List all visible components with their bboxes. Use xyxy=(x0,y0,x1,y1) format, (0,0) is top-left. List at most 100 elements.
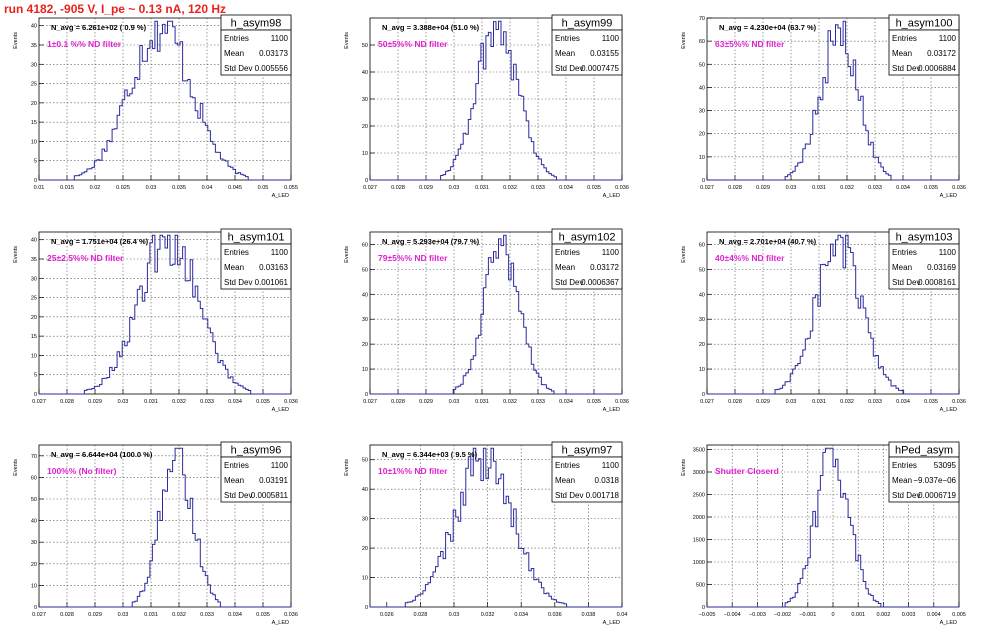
stats-label: Entries xyxy=(555,248,580,257)
y-tick-label: 70 xyxy=(699,16,705,22)
x-tick-label: 0.031 xyxy=(812,399,826,405)
y-axis-label: Events xyxy=(13,32,19,49)
navg-label: N_avg = 1.751e+04 (26.4 %) xyxy=(51,237,149,246)
x-tick-label: 0.028 xyxy=(728,185,742,191)
filter-annotation: 10±1%% ND filter xyxy=(378,466,448,476)
x-axis-label: A_LED xyxy=(940,407,957,413)
plot-frame xyxy=(38,231,292,395)
stats-label: Std Dev xyxy=(892,64,920,73)
y-tick-label: 10 xyxy=(362,576,368,582)
stats-label: Std Dev xyxy=(224,491,252,500)
x-tick-label: 0 xyxy=(831,612,834,618)
y-tick-label: 20 xyxy=(699,132,705,138)
y-tick-label: 0 xyxy=(365,605,368,611)
x-tick-label: 0.03 xyxy=(786,399,797,405)
filter-annotation: 79±5%% ND filter xyxy=(378,253,448,263)
x-tick-label: 0.033 xyxy=(200,612,214,618)
x-tick-label: 0.031 xyxy=(144,399,158,405)
stats-label: Std Dev xyxy=(224,64,252,73)
histogram-line xyxy=(707,447,959,608)
x-axis-label: A_LED xyxy=(940,620,957,625)
y-tick-label: 40 xyxy=(699,292,705,298)
stats-label: Std Dev xyxy=(555,491,583,500)
stats-value: 1100 xyxy=(602,34,620,43)
plot-frame xyxy=(369,231,623,395)
y-tick-label: 25 xyxy=(31,296,37,302)
x-tick-label: 0.031 xyxy=(812,185,826,191)
x-tick-label: 0.035 xyxy=(256,612,270,618)
stats-value: 0.03155 xyxy=(590,49,619,58)
y-tick-label: 5 xyxy=(34,373,37,379)
x-tick-label: 0.035 xyxy=(587,185,601,191)
page-title: run 4182, -905 V, I_pe ~ 0.13 nA, 120 Hz xyxy=(4,2,227,16)
histogram-panel-h_asym103: 0.027 0.028 0.029 0.03 0.031 0.032 0.033 0.034 0… xyxy=(681,228,966,413)
stats-label: Std Dev xyxy=(892,278,920,287)
x-tick-label: 0.031 xyxy=(475,399,489,405)
y-axis-label: Events xyxy=(344,32,350,49)
y-axis-label: Events xyxy=(681,459,687,476)
stats-label: Entries xyxy=(892,34,917,43)
stats-value: 0.0006367 xyxy=(581,278,619,287)
y-tick-label: 15 xyxy=(31,334,37,340)
y-tick-label: 60 xyxy=(699,39,705,45)
y-tick-label: 0 xyxy=(34,392,37,398)
y-axis-label: Events xyxy=(681,246,687,263)
x-tick-label: 0.03 xyxy=(449,185,460,191)
stats-label: Mean xyxy=(224,263,244,272)
x-tick-label: 0.031 xyxy=(475,185,489,191)
x-tick-label: 0.005 xyxy=(952,612,966,618)
y-tick-label: 10 xyxy=(31,583,37,589)
x-tick-label: 0.036 xyxy=(548,612,562,618)
x-tick-label: 0.032 xyxy=(503,185,517,191)
y-tick-label: 50 xyxy=(362,267,368,273)
stats-label: Mean xyxy=(892,49,912,58)
x-tick-label: 0.028 xyxy=(414,612,428,618)
stats-label: Mean xyxy=(892,476,912,485)
x-tick-label: 0.034 xyxy=(559,185,573,191)
stats-value: 0.005556 xyxy=(255,64,289,73)
stats-label: Entries xyxy=(555,34,580,43)
y-tick-label: 0 xyxy=(365,178,368,184)
x-tick-label: 0.028 xyxy=(391,399,405,405)
navg-label: N_avg = 4.230e+04 (63.7 %) xyxy=(719,23,817,32)
y-axis-label: Events xyxy=(344,459,350,476)
filter-annotation: 40±4%% ND filter xyxy=(715,253,785,263)
x-tick-label: 0.032 xyxy=(840,185,854,191)
stats-value: 0.0005811 xyxy=(251,491,289,500)
stats-value: 1100 xyxy=(939,248,957,257)
stats-box xyxy=(220,29,292,76)
y-tick-label: 40 xyxy=(362,292,368,298)
y-tick-label: 30 xyxy=(31,540,37,546)
x-tick-label: 0.034 xyxy=(514,612,528,618)
y-tick-label: 10 xyxy=(699,367,705,373)
x-tick-label: 0.033 xyxy=(868,185,882,191)
y-axis-label: Events xyxy=(13,459,19,476)
y-tick-label: 40 xyxy=(699,85,705,91)
x-tick-label: 0.055 xyxy=(284,185,298,191)
y-tick-label: 30 xyxy=(699,317,705,323)
stats-label: Std Dev xyxy=(892,491,920,500)
y-tick-label: 40 xyxy=(31,24,37,30)
x-tick-label: 0.03 xyxy=(118,399,129,405)
histogram-panel-h_asym99: 0.027 0.028 0.029 0.03 0.031 0.032 0.033 0.034 0… xyxy=(344,14,629,199)
x-tick-label: 0.05 xyxy=(258,185,269,191)
stats-value: 0.03169 xyxy=(927,263,956,272)
x-axis-label: A_LED xyxy=(603,407,620,413)
stats-label: Entries xyxy=(892,461,917,470)
x-tick-label: 0.027 xyxy=(32,399,46,405)
histogram-name: h_asym98 xyxy=(231,18,282,30)
y-tick-label: 0 xyxy=(702,178,705,184)
histogram-line xyxy=(39,234,291,395)
filter-annotation: 1±0.1 %% ND filter xyxy=(47,39,122,49)
stats-label: Mean xyxy=(224,49,244,58)
x-tick-label: 0.029 xyxy=(756,185,770,191)
x-tick-label: 0.036 xyxy=(284,612,298,618)
x-axis-label: A_LED xyxy=(940,193,957,199)
stats-value: 1100 xyxy=(602,248,620,257)
x-tick-label: 0.001 xyxy=(851,612,865,618)
stats-value: 0.0006884 xyxy=(918,64,956,73)
histogram-panel-h_asym97: 0.026 0.028 0.03 0.032 0.034 0.036 0.038 0.04 0 1… xyxy=(344,441,627,625)
x-tick-label: 0.002 xyxy=(877,612,891,618)
stats-box xyxy=(551,243,623,290)
y-tick-label: 10 xyxy=(31,139,37,145)
